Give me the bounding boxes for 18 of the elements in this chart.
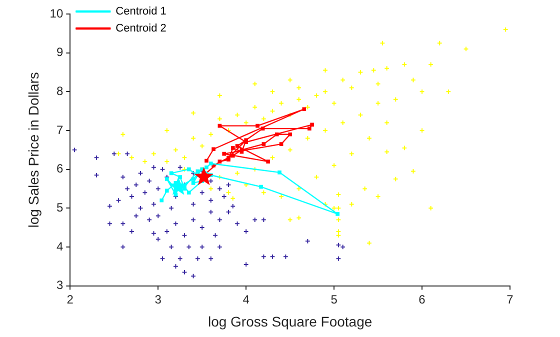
y-tick-label: 4 [56,239,64,254]
y-tick-label: 9 [56,45,64,60]
y-tick-label: 10 [50,6,64,20]
x-tick-label: 6 [418,292,426,306]
x-tick-label: 4 [242,292,250,306]
x-tick-label: 7 [506,292,514,306]
y-tick-label: 3 [56,278,64,292]
x-tick-label: 2 [66,292,74,306]
x-tick-label: 5 [330,292,338,306]
y-tick-label: 6 [56,162,64,176]
x-axis-title: log Gross Square Footage [208,313,372,330]
legend-label: Centroid 1 [116,6,166,18]
y-axis-title: log Sales Price in Dollars [25,72,42,228]
x-tick-label: 3 [154,292,162,306]
y-tick-label: 8 [56,84,64,98]
y-tick-label: 7 [56,122,64,137]
y-tick-label: 5 [56,200,64,214]
legend-label: Centroid 2 [116,22,166,35]
